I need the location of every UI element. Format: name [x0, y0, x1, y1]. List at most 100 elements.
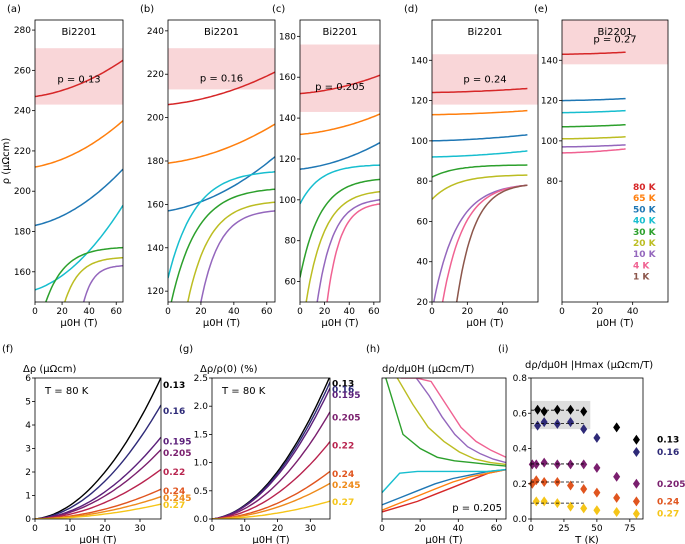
- data-marker-0.24: [613, 492, 621, 503]
- y-tick-label: 0.0: [513, 515, 528, 525]
- rho-curve-10K: [200, 210, 275, 302]
- field-band: [168, 48, 275, 90]
- data-marker-0.16: [593, 432, 601, 443]
- axes-frame: [530, 377, 644, 520]
- y-axis-label: dρ/dμ0H |Hmax (μΩcm/T): [525, 360, 653, 371]
- doping-value-label: 0.205: [163, 449, 191, 459]
- y-tick-label: 100: [279, 196, 296, 206]
- y-axis-label: Δρ/ρ(0) (%): [200, 364, 258, 375]
- rho-curve-50K: [432, 134, 528, 142]
- panel-label: (e): [534, 4, 548, 15]
- doping-value-label: 0.205: [657, 480, 685, 490]
- doping-value-label: 0.16: [332, 385, 354, 395]
- y-tick-label: 160: [14, 268, 31, 278]
- data-marker-0.13: [580, 406, 588, 417]
- data-marker-0.205: [632, 478, 640, 489]
- rho-curve-4K: [562, 148, 626, 154]
- axes-frame: [34, 19, 124, 303]
- x-axis-label: μ0H (T): [321, 318, 358, 329]
- doping-value-label: 0.22: [332, 442, 354, 452]
- data-marker-0.16: [540, 417, 548, 428]
- delta-curve-0.27: [35, 503, 161, 519]
- rho-curve-10K: [562, 144, 626, 148]
- data-marker-0.27: [540, 496, 548, 507]
- x-axis-label: μ0H (T): [596, 318, 633, 329]
- x-axis-label: μ0H (T): [252, 535, 289, 544]
- y-tick-label: 180: [279, 32, 296, 42]
- derivative-curve-65K: [382, 468, 506, 511]
- rho-curve-30K: [170, 188, 275, 302]
- x-tick-label: 40: [344, 307, 356, 317]
- legend-entry: 20 K: [633, 239, 657, 249]
- y-tick-label: 0.2: [513, 480, 527, 490]
- axes-frame: [34, 377, 162, 520]
- rho-curve-80K: [35, 59, 123, 98]
- x-axis-label: μ0H (T): [203, 318, 240, 329]
- data-marker-0.13: [534, 404, 542, 415]
- x-tick-label: 40: [453, 524, 465, 534]
- delta-curve-0.22: [35, 468, 161, 519]
- data-marker-0.205: [613, 471, 621, 482]
- doping-value-label: 0.195: [332, 391, 360, 401]
- y-tick-label: 6: [25, 374, 31, 384]
- x-tick-label: 60: [491, 524, 503, 534]
- doping-value-label: 0.24: [657, 497, 679, 507]
- delta-curve-0.13: [35, 378, 161, 519]
- data-marker-0.24: [632, 496, 640, 507]
- rho-curve-80K: [300, 74, 380, 95]
- data-marker-0.24: [532, 475, 540, 486]
- x-tick-label: 20: [272, 524, 284, 534]
- rho-curve-10K: [82, 264, 123, 302]
- x-tick-label: 10: [239, 524, 251, 534]
- y-tick-label: 180: [147, 157, 164, 167]
- rho-curve-4K: [326, 203, 380, 302]
- y-tick-label: 1.0: [194, 459, 209, 469]
- y-tick-label: 20: [417, 298, 429, 308]
- y-tick-label: 2: [25, 468, 31, 478]
- x-tick-label: 0: [209, 524, 215, 534]
- rho-curve-30K: [45, 246, 123, 302]
- rho-curve-50K: [300, 141, 380, 170]
- axes-frame: [381, 377, 507, 520]
- y-tick-label: 140: [541, 56, 558, 66]
- rho-curve-30K: [562, 123, 626, 128]
- rho-curve-4K: [441, 184, 528, 302]
- panel-label: (h): [366, 344, 380, 355]
- y-tick-label: 120: [411, 97, 428, 107]
- rho-curve-40K: [432, 150, 528, 158]
- derivative-curve-4K: [400, 378, 506, 458]
- rho-curve-20K: [64, 256, 123, 302]
- x-tick-label: 75: [624, 524, 635, 534]
- derivative-curve-10K: [415, 378, 506, 464]
- data-marker-0.16: [580, 424, 588, 435]
- derivative-curve-30K: [385, 378, 506, 467]
- y-tick-label: 1.5: [194, 430, 208, 440]
- rho-curve-10K: [316, 199, 380, 302]
- data-marker-0.16: [534, 420, 542, 431]
- x-tick-label: 40: [497, 307, 509, 317]
- field-band: [432, 54, 538, 105]
- x-tick-label: 20: [592, 307, 604, 317]
- rho-curve-40K: [562, 109, 626, 114]
- data-marker-0.13: [567, 404, 575, 415]
- doping-value-label: 0.16: [163, 407, 185, 417]
- x-axis-label: μ0H (T): [79, 535, 116, 544]
- y-tick-label: 200: [14, 187, 31, 197]
- axes-frame: [299, 19, 381, 303]
- legend-entry: 4 K: [633, 261, 650, 271]
- panel-i: 0.13 0.16 0.205 0.24 0.27 0.0 0.2 0.4 0.6 0.8 0 25 5…: [498, 344, 685, 544]
- x-tick-label: 60: [368, 307, 380, 317]
- y-tick-label: 0: [25, 515, 31, 525]
- x-tick-label: 30: [134, 524, 146, 534]
- doping-label: p = 0.13: [57, 75, 100, 86]
- doping-value-label: 0.27: [657, 510, 679, 520]
- doping-value-label: 0.24: [163, 487, 185, 497]
- panel-c: 60 80 100 120 140 160 180 0 20 40 60 (c) Bi2201 p = 0…: [272, 4, 381, 329]
- y-tick-label: 0.0: [194, 515, 209, 525]
- panel-label: (b): [140, 4, 154, 15]
- data-marker-0.24: [593, 487, 601, 498]
- panel-label: (i): [498, 344, 509, 355]
- doping-value-label: 0.13: [163, 381, 185, 391]
- panel-g: 0.130.160.195 0.205 0.22 0.240.245 0.27 0.0 0.…: [179, 344, 360, 544]
- data-marker-0.27: [632, 508, 640, 519]
